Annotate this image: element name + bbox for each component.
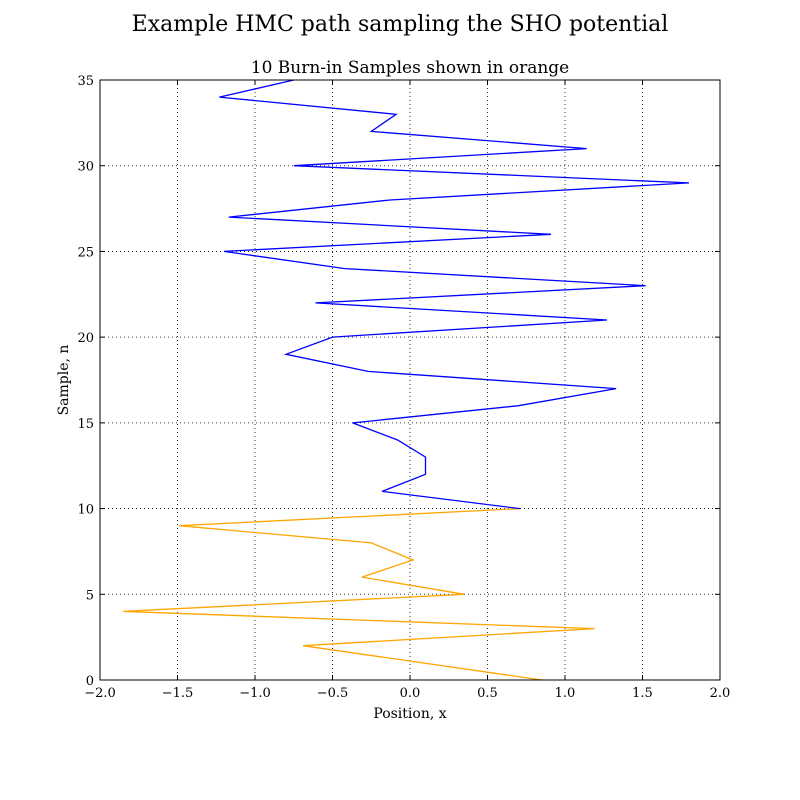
x-axis-label: Position, x: [373, 706, 446, 722]
x-tick-label: 1.0: [555, 686, 576, 701]
y-tick-label: 35: [77, 74, 94, 89]
y-tick-label: 5: [86, 588, 94, 603]
x-tick-label: −2.0: [84, 686, 116, 701]
y-tick-label: 10: [77, 503, 94, 518]
x-tick-label: −1.0: [239, 686, 271, 701]
x-tick-label: −1.5: [162, 686, 194, 701]
series-layer: [123, 80, 690, 680]
x-tick-label: −0.5: [317, 686, 349, 701]
y-axis-ticks: 0 5 10 15 20 25 30 35: [77, 74, 720, 689]
y-tick-label: 0: [86, 674, 94, 689]
y-tick-label: 25: [77, 245, 94, 260]
y-tick-label: 20: [77, 331, 94, 346]
burn-in-series-line: [123, 507, 595, 680]
x-axis-ticks: −2.0 −1.5 −1.0 −0.5 0.0 0.5 1.0 1.5 2.0: [84, 80, 730, 701]
grid-lines: [100, 80, 720, 680]
y-tick-label: 15: [77, 417, 94, 432]
axes-subtitle: 10 Burn-in Samples shown in orange: [251, 58, 569, 78]
y-tick-label: 30: [77, 160, 94, 175]
y-axis-label: Sample, n: [56, 345, 72, 416]
x-tick-label: 1.5: [632, 686, 653, 701]
x-tick-label: 0.0: [400, 686, 421, 701]
x-tick-label: 2.0: [710, 686, 731, 701]
figure-title: Example HMC path sampling the SHO potent…: [132, 12, 669, 37]
sample-series-line: [219, 80, 690, 510]
x-tick-label: 0.5: [477, 686, 498, 701]
